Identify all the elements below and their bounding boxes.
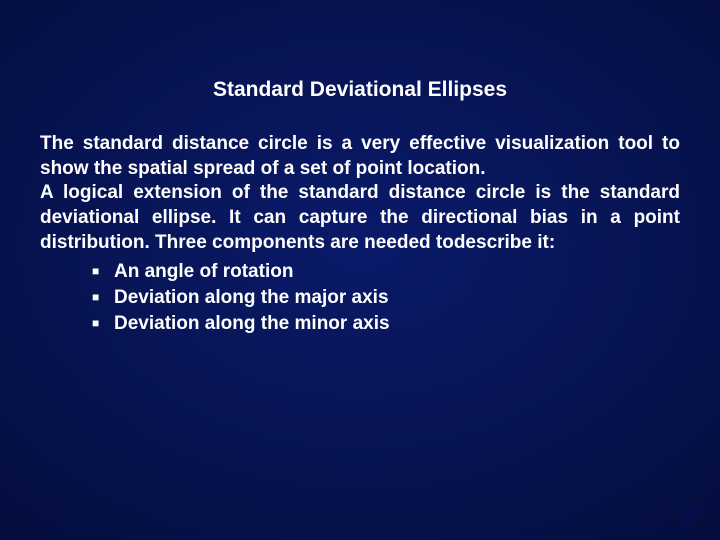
list-item: An angle of rotation <box>92 259 680 285</box>
slide-container: Standard Deviational Ellipses The standa… <box>0 0 720 540</box>
list-item: Deviation along the major axis <box>92 285 680 311</box>
bullet-list: An angle of rotation Deviation along the… <box>92 259 680 336</box>
page-number: 37 <box>681 506 700 526</box>
body-paragraph-2: A logical extension of the standard dist… <box>40 181 680 255</box>
slide-title: Standard Deviational Ellipses <box>40 78 680 102</box>
list-item: Deviation along the minor axis <box>92 311 680 337</box>
body-paragraph-1: The standard distance circle is a very e… <box>40 132 680 181</box>
